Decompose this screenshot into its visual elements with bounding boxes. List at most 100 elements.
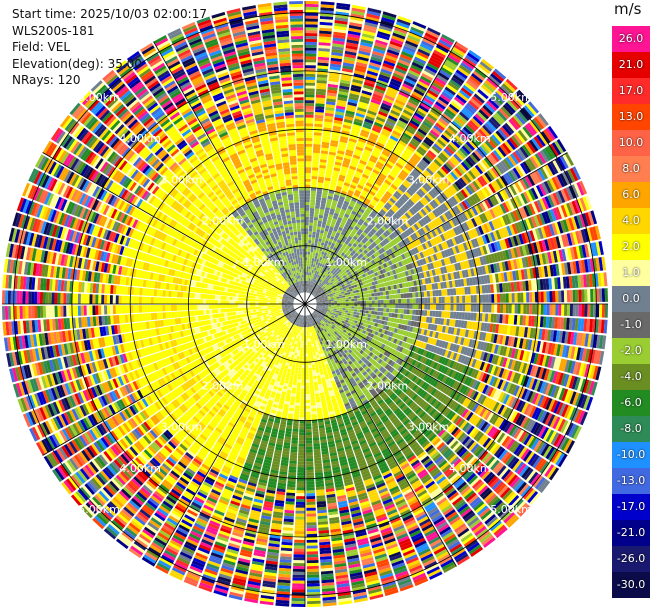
gate-cell xyxy=(391,224,398,230)
gate-cell xyxy=(358,162,366,168)
gate-cell xyxy=(325,174,332,179)
gate-cell xyxy=(581,289,585,303)
gate-cell xyxy=(317,56,330,61)
gate-cell xyxy=(319,21,333,26)
gate-cell xyxy=(352,314,357,318)
gate-cell xyxy=(402,214,409,221)
gate-cell xyxy=(397,209,404,216)
gate-cell xyxy=(413,223,420,231)
gate-cell xyxy=(369,101,380,108)
gate-cell xyxy=(460,87,473,97)
gate-cell xyxy=(363,84,374,91)
gate-cell xyxy=(310,275,313,279)
gate-cell xyxy=(384,213,391,219)
gate-cell xyxy=(305,111,314,115)
gate-cell xyxy=(335,259,340,263)
gate-cell xyxy=(499,85,512,97)
gate-cell xyxy=(438,311,442,318)
gate-cell xyxy=(426,192,434,201)
gate-cell xyxy=(318,259,322,264)
gate-cell xyxy=(305,204,310,208)
gate-cell xyxy=(336,305,340,308)
gate-cell xyxy=(423,139,433,147)
gate-cell xyxy=(369,59,382,66)
gate-cell xyxy=(305,108,314,112)
gate-cell xyxy=(313,289,316,293)
gate-cell xyxy=(459,295,463,303)
gate-cell xyxy=(305,36,318,40)
gate-cell xyxy=(367,232,373,238)
gate-cell xyxy=(395,228,402,235)
gate-cell xyxy=(305,73,316,77)
gate-cell xyxy=(432,290,436,297)
gate-cell xyxy=(517,304,521,314)
gate-cell xyxy=(365,115,375,122)
gate-cell xyxy=(411,225,417,232)
gate-cell xyxy=(353,293,357,296)
gate-cell xyxy=(337,96,348,102)
gate-cell xyxy=(399,56,412,64)
gate-cell xyxy=(397,294,401,299)
gate-cell xyxy=(314,126,323,130)
gate-cell xyxy=(427,203,434,211)
gate-cell xyxy=(421,40,435,49)
gate-cell xyxy=(503,81,516,93)
gate-cell xyxy=(590,288,594,302)
gate-cell xyxy=(344,240,350,245)
gate-cell xyxy=(590,304,594,318)
gate-cell xyxy=(332,260,336,264)
gate-cell xyxy=(357,243,363,248)
gate-cell xyxy=(492,150,502,161)
gate-cell xyxy=(375,205,382,211)
gate-cell xyxy=(406,219,413,227)
gate-cell xyxy=(377,243,383,249)
gate-cell xyxy=(352,178,359,184)
gate-cell xyxy=(386,236,392,242)
gate-cell xyxy=(367,290,372,294)
gate-cell xyxy=(351,81,363,87)
gate-cell xyxy=(312,267,315,271)
gate-cell xyxy=(375,231,381,238)
gate-cell xyxy=(390,169,399,177)
gate-cell xyxy=(444,59,458,69)
gate-cell xyxy=(374,292,378,297)
gate-cell xyxy=(434,47,448,56)
gate-cell xyxy=(350,311,354,314)
gate-cell xyxy=(409,292,413,298)
gate-cell xyxy=(389,308,393,313)
gate-cell xyxy=(367,138,377,144)
gate-cell xyxy=(359,159,367,166)
gate-cell xyxy=(493,313,497,323)
gate-cell xyxy=(354,115,364,121)
gate-cell xyxy=(363,121,373,127)
gate-cell xyxy=(389,40,403,48)
gate-cell xyxy=(451,120,462,130)
gate-cell xyxy=(408,122,418,130)
gate-cell xyxy=(335,274,339,279)
gate-cell xyxy=(318,290,321,293)
gate-cell xyxy=(373,234,379,240)
gate-cell xyxy=(305,30,318,34)
gate-cell xyxy=(314,267,317,271)
gate-cell xyxy=(305,210,310,214)
gate-cell xyxy=(361,189,369,196)
gate-cell xyxy=(535,115,547,128)
gate-cell xyxy=(326,282,330,286)
gate-cell xyxy=(356,109,366,116)
gate-cell xyxy=(423,97,434,106)
gate-cell xyxy=(330,266,335,270)
gate-cell xyxy=(334,244,339,249)
gate-cell xyxy=(344,294,349,298)
gate-cell xyxy=(382,11,397,18)
gate-cell xyxy=(361,90,372,96)
gate-cell xyxy=(521,107,533,120)
gate-cell xyxy=(311,281,314,285)
gate-cell xyxy=(430,54,444,64)
gate-cell xyxy=(469,137,480,147)
gate-cell xyxy=(502,104,514,116)
gate-cell xyxy=(343,121,352,127)
gate-cell xyxy=(319,279,322,283)
gate-cell xyxy=(305,1,319,5)
gate-cell xyxy=(378,200,385,207)
gate-cell xyxy=(359,195,366,201)
